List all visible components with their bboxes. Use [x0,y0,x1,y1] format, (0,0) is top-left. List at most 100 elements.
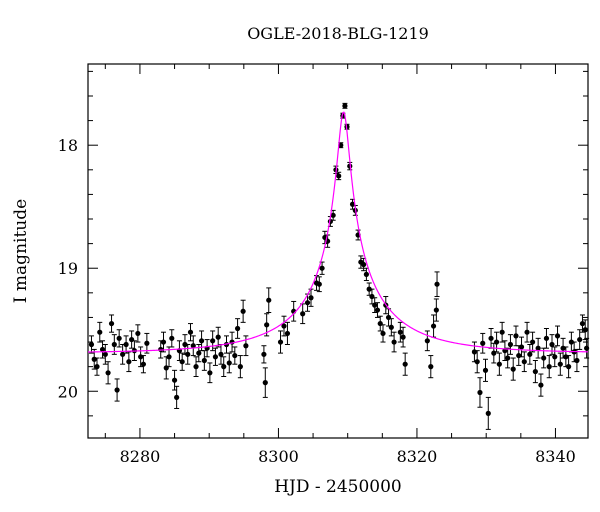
data-point [385,308,392,327]
data-point [372,297,378,314]
data-point [308,288,314,307]
x-tick-label: 8320 [397,447,438,466]
data-point [557,352,563,376]
data-point [428,355,434,379]
point-marker [284,330,291,337]
point-marker [471,349,478,355]
data-point [176,340,183,361]
point-marker [126,359,132,365]
data-point [114,378,120,402]
point-marker [300,311,306,317]
data-point [543,328,550,349]
data-point [105,361,111,385]
point-marker [560,345,566,351]
point-marker [226,360,232,366]
data-point [163,356,169,380]
point-marker [277,339,284,345]
point-marker [361,261,367,268]
data-point [554,325,561,347]
data-point [584,337,590,359]
point-marker [237,364,243,370]
point-marker [574,357,580,364]
point-marker [240,308,246,314]
point-marker [491,350,497,356]
data-point [169,329,175,348]
data-point [363,267,369,282]
data-point [210,330,216,352]
data-point [541,347,547,369]
point-marker [552,354,558,360]
data-point [232,346,238,365]
point-marker [521,359,527,365]
data-point [160,331,167,353]
point-marker [516,352,522,359]
point-marker [114,387,120,393]
data-point [179,352,185,371]
data-point [482,358,489,382]
point-marker [543,335,550,341]
point-marker [234,325,241,332]
point-marker [182,341,188,348]
point-marker [97,329,103,335]
plot-frame [87,63,589,439]
point-marker [499,329,505,335]
data-point [397,321,403,343]
x-tick-label: 8300 [258,447,299,466]
data-point [138,346,144,368]
point-marker [477,389,483,396]
point-marker [424,338,430,344]
point-marker [493,339,500,345]
point-marker [171,377,178,383]
point-marker [308,295,314,301]
y-tick-label: 18 [58,136,78,155]
point-marker [316,281,322,287]
data-point [174,385,180,409]
data-point [284,321,291,345]
data-points [88,102,590,430]
data-point [524,321,530,343]
point-marker [482,367,489,373]
data-point [185,344,191,365]
data-point [529,331,536,353]
point-marker [140,361,147,367]
data-point [513,325,519,347]
point-marker [363,271,369,277]
data-point [579,314,586,333]
point-marker [538,382,544,388]
point-marker [123,341,129,348]
point-marker [391,339,397,345]
point-marker [535,345,541,351]
point-marker [577,336,583,343]
data-point [485,396,491,430]
data-point [212,347,219,366]
data-point [129,330,135,349]
data-point [126,351,132,373]
point-marker [513,333,519,339]
data-point [374,302,381,318]
point-marker [88,341,95,348]
model-curve [87,111,589,353]
x-tick-labels: 8280 8300 8320 8340 [120,447,576,466]
point-marker [218,351,224,357]
data-point [140,355,147,374]
data-point [480,332,486,354]
data-point [488,328,494,349]
point-marker [474,359,480,365]
point-marker [524,329,530,335]
point-marker [196,350,202,356]
data-point [496,352,502,376]
data-point [577,329,583,350]
data-point [190,335,196,357]
point-marker [210,338,216,344]
point-marker [566,364,572,370]
point-marker [400,334,406,340]
data-point [532,359,538,384]
point-marker [372,302,378,308]
point-marker [582,327,588,333]
data-point [123,335,129,354]
data-point [574,348,580,373]
point-marker [369,293,375,300]
point-marker [557,361,563,367]
data-point [300,303,306,325]
point-marker [102,351,108,357]
